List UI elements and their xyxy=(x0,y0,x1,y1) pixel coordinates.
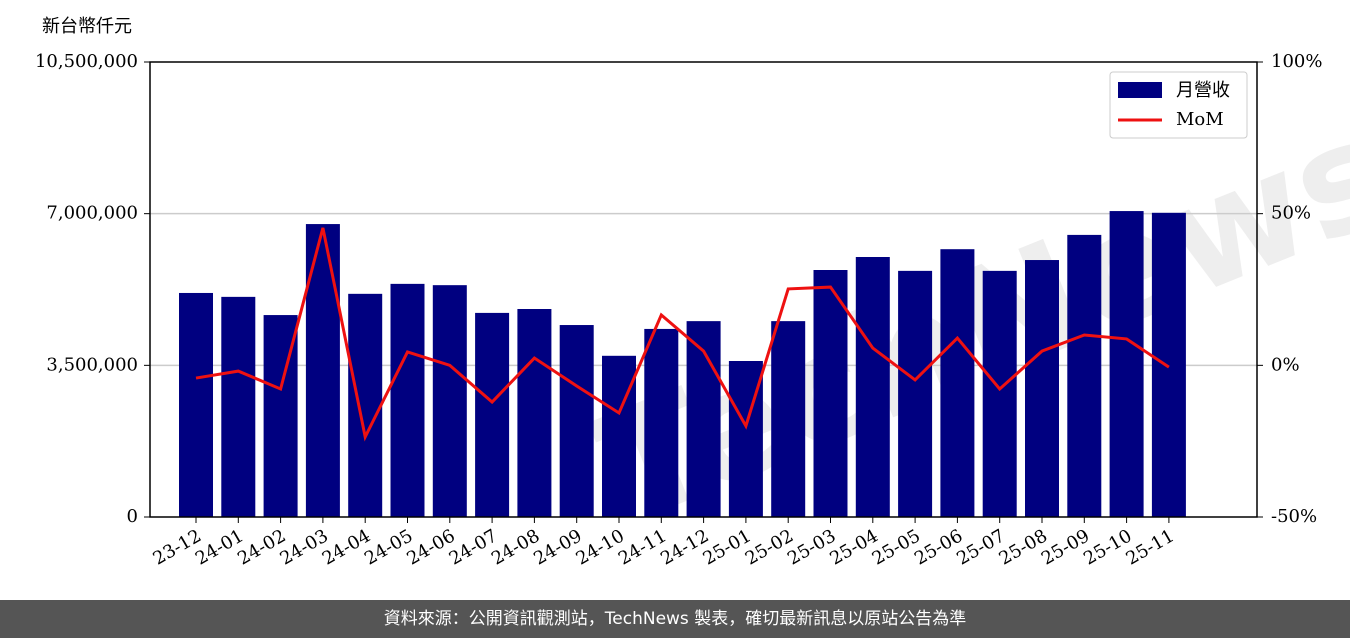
bar xyxy=(559,325,594,517)
bar xyxy=(221,296,256,517)
bar xyxy=(855,257,890,517)
bar xyxy=(1151,212,1186,518)
bar xyxy=(940,249,975,517)
y2-tick-label: 0% xyxy=(1271,354,1300,375)
legend-swatch xyxy=(1118,82,1162,98)
bar xyxy=(475,312,510,517)
bar xyxy=(771,321,806,517)
footer: 資料來源：公開資訊觀測站，TechNews 製表，確切最新訊息以原站公告為準 xyxy=(0,600,1350,638)
y-tick-label: 7,000,000 xyxy=(46,203,138,224)
bar xyxy=(1025,260,1059,517)
y-tick-label: 10,500,000 xyxy=(35,51,138,72)
y-tick-label: 0 xyxy=(127,506,138,527)
line xyxy=(195,227,1170,442)
bar xyxy=(982,270,1017,517)
bar xyxy=(432,285,467,517)
y-axis-label: 新台幣仟元 xyxy=(42,16,132,37)
x-tick-label: 25-11 xyxy=(1122,525,1177,569)
bar xyxy=(390,283,425,517)
bar xyxy=(813,270,848,517)
y2-tick-label: 100% xyxy=(1271,51,1322,72)
y2-tick-label: -50% xyxy=(1271,506,1317,527)
chart: TechNews 新台幣仟元 03,500,0007,000,00010,500… xyxy=(35,16,1350,570)
bar xyxy=(517,309,552,517)
bar xyxy=(348,293,383,517)
bar xyxy=(898,270,933,517)
bar xyxy=(644,328,679,517)
y2-tick-label: 50% xyxy=(1271,203,1311,224)
bar xyxy=(179,292,213,517)
bar xyxy=(1109,211,1144,518)
y-tick-label: 3,500,000 xyxy=(46,354,138,375)
legend-label: 月營收 xyxy=(1176,80,1230,101)
bar xyxy=(602,355,636,517)
legend-label: MoM xyxy=(1176,109,1224,130)
bar xyxy=(1067,234,1102,517)
